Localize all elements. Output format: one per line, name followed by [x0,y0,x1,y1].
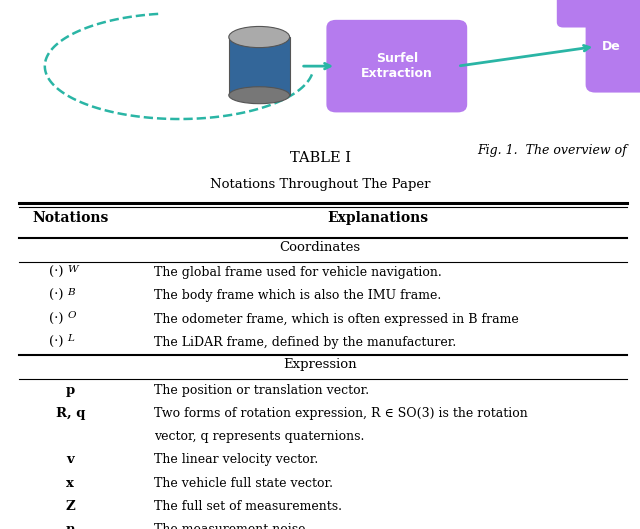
Text: R, q: R, q [56,407,85,420]
Text: Two forms of rotation expression, R ∈ SO(3) is the rotation: Two forms of rotation expression, R ∈ SO… [154,407,527,420]
Text: The full set of measurements.: The full set of measurements. [154,500,342,513]
Text: n: n [66,523,75,529]
Text: The linear velocity vector.: The linear velocity vector. [154,453,318,467]
Text: L: L [67,334,74,343]
Text: Coordinates: Coordinates [280,241,360,254]
Text: p: p [66,384,75,397]
Text: Fig. 1.  The overview of: Fig. 1. The overview of [477,144,627,157]
Ellipse shape [229,26,290,48]
Text: Expression: Expression [283,358,357,371]
Text: Z: Z [65,500,76,513]
Text: O: O [67,311,76,320]
Text: The measurement noise.: The measurement noise. [154,523,309,529]
FancyBboxPatch shape [326,20,467,113]
Text: The LiDAR frame, defined by the manufacturer.: The LiDAR frame, defined by the manufact… [154,336,456,349]
Text: The global frame used for vehicle navigation.: The global frame used for vehicle naviga… [154,266,442,279]
Text: Notations Throughout The Paper: Notations Throughout The Paper [210,178,430,191]
Text: (·): (·) [49,266,64,279]
FancyBboxPatch shape [229,37,290,95]
Text: The body frame which is also the IMU frame.: The body frame which is also the IMU fra… [154,289,441,303]
Text: The vehicle full state vector.: The vehicle full state vector. [154,477,333,490]
Text: Surfel
Extraction: Surfel Extraction [361,52,433,80]
Text: (·): (·) [49,336,64,349]
Text: Notations: Notations [32,211,109,224]
Text: (·): (·) [49,289,64,303]
Text: The odometer frame, which is often expressed in B frame: The odometer frame, which is often expre… [154,313,518,326]
FancyBboxPatch shape [557,0,640,28]
Text: TABLE I: TABLE I [289,151,351,165]
Text: (·): (·) [49,313,64,326]
Text: Explanations: Explanations [327,211,428,224]
Text: The position or translation vector.: The position or translation vector. [154,384,369,397]
Text: vector, q represents quaternions.: vector, q represents quaternions. [154,430,364,443]
Text: De: De [602,40,621,53]
FancyBboxPatch shape [586,0,640,93]
Text: W: W [67,264,78,273]
Text: v: v [67,453,74,467]
Text: B: B [67,288,75,297]
Text: x: x [67,477,74,490]
Ellipse shape [229,87,290,104]
